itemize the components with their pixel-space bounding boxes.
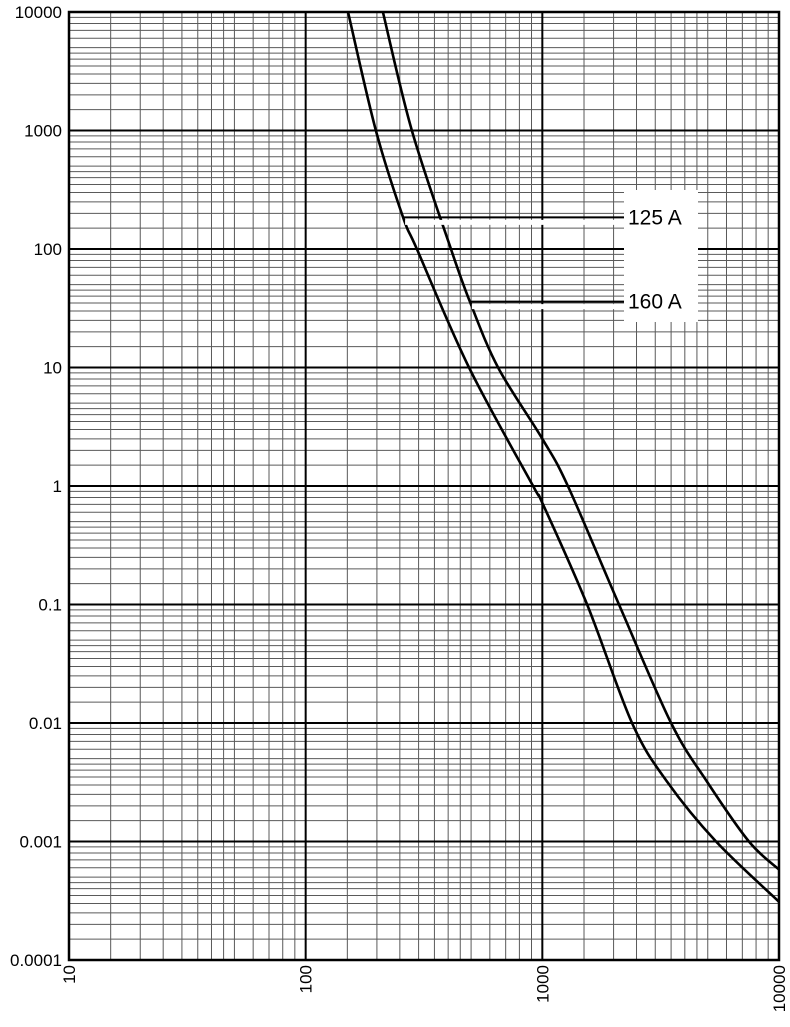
y-tick-label: 1000: [24, 122, 62, 141]
legend-label-box: [624, 190, 698, 322]
y-tick-label: 0.01: [29, 714, 62, 733]
x-axis-tick-labels: 10 100 1000 10000: [60, 965, 789, 1012]
y-axis-tick-labels: 10000 1000 100 10 1 0.1 0.01 0.001 0.0001: [10, 3, 62, 970]
y-tick-label: 100: [34, 240, 62, 259]
curves: [346, 11, 780, 903]
major-grid: [68, 11, 780, 961]
x-tick-label: 100: [297, 965, 316, 993]
y-tick-label: 0.1: [38, 596, 62, 615]
label-background: [624, 190, 698, 322]
curve-label: 125 A: [628, 206, 682, 229]
y-tick-label: 0.001: [19, 833, 62, 852]
y-tick-label: 10000: [15, 3, 62, 22]
x-tick-label: 1000: [533, 965, 552, 1003]
x-tick-label: 10: [60, 965, 79, 984]
y-tick-label: 0.0001: [10, 951, 62, 970]
y-tick-label: 1: [53, 477, 62, 496]
plot-frame: [67, 10, 781, 962]
curve-label: 160 A: [628, 291, 682, 314]
y-tick-label: 10: [43, 359, 62, 378]
curve-labels: 125 A 160 A: [628, 206, 682, 313]
curve-125a: [346, 11, 780, 903]
x-tick-label: 10000: [770, 965, 789, 1012]
leader-lines: [403, 216, 624, 310]
curve-160a: [381, 11, 780, 871]
